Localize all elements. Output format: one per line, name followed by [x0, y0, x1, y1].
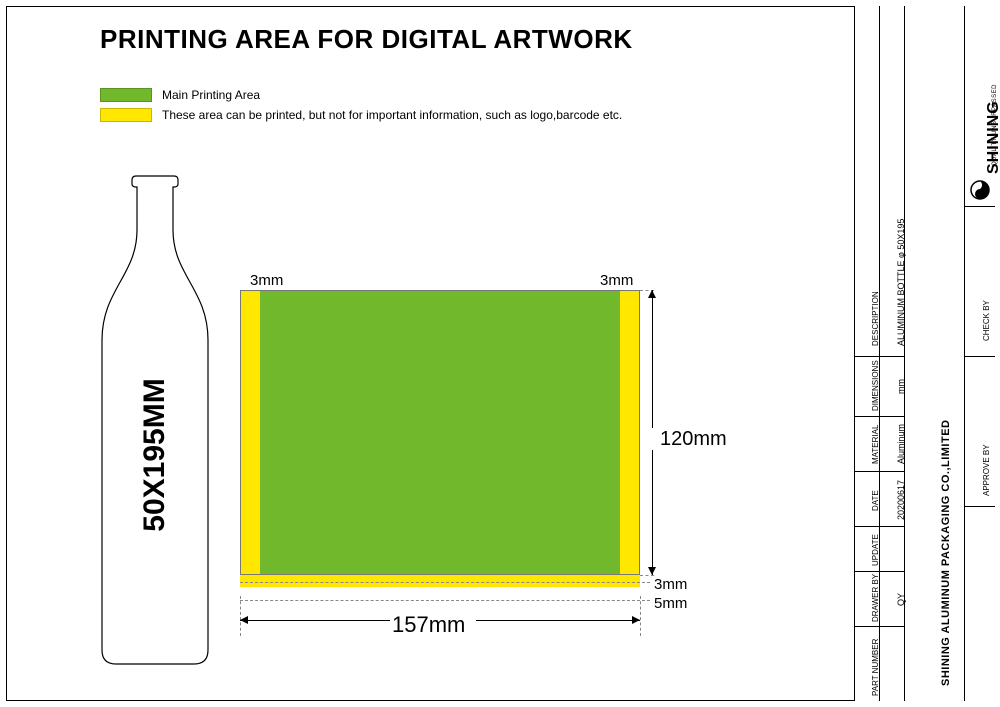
dim-120-line-bot: [652, 450, 653, 575]
ext-line-3mm: [240, 582, 650, 583]
legend-swatch-caution: [100, 108, 152, 122]
dim-157-line-r: [476, 620, 640, 621]
page-title: PRINTING AREA FOR DIGITAL ARTWORK: [100, 24, 633, 55]
tb-update-h: UPDATE: [871, 534, 880, 566]
tb-drawerby-v: QY: [896, 593, 906, 606]
tb-dimensions-v: mm: [896, 379, 906, 394]
dim-157-line-l: [240, 620, 390, 621]
ext-line-bot-r: [640, 575, 654, 576]
legend-label-main: Main Printing Area: [162, 88, 260, 102]
legend-label-caution: These area can be printed, but not for i…: [162, 108, 622, 122]
tb-drawerby-h: DRAWER BY: [871, 574, 880, 622]
dim-5mm-bottom-gap: 5mm: [654, 595, 687, 612]
tb-div-1: [855, 356, 905, 357]
dim-3mm-top-right: 3mm: [600, 272, 633, 289]
tb-company: SHINING ALUMINUM PACKAGING CO.,LIMITED: [940, 420, 952, 687]
tb-div-2: [855, 416, 905, 417]
tb-div-4: [855, 526, 905, 527]
arrow-120-up-icon: [648, 290, 656, 298]
tb-div-5: [855, 571, 905, 572]
tb-approveby-h: APPROVE BY: [982, 444, 991, 496]
tb-div-b3: [965, 506, 995, 507]
tb-div-b1: [965, 206, 995, 207]
bottle-diagram: 50X195MM: [90, 170, 220, 670]
tb-div-6: [855, 626, 905, 627]
arrow-120-down-icon: [648, 567, 656, 575]
tb-description-v: ALUMINUM BOTTLE φ 50X195: [896, 219, 906, 346]
tb-brand-sub: QUALITY UNSURPASSED: [992, 84, 998, 166]
legend-row-caution: These area can be printed, but not for i…: [100, 108, 622, 122]
tb-dimensions-h: DIMENSIONS: [871, 360, 880, 411]
dim-3mm-bottom: 3mm: [654, 576, 687, 593]
legend-swatch-main: [100, 88, 152, 102]
arrow-157-right-icon: [632, 616, 640, 624]
tb-date-h: DATE: [871, 490, 880, 511]
dim-120-line-top: [652, 290, 653, 428]
tb-div-3: [855, 471, 905, 472]
tb-div-b2: [965, 356, 995, 357]
legend: Main Printing Area These area can be pri…: [100, 88, 622, 128]
print-yellow-bottom: [240, 575, 640, 587]
ext-line-right-v: [640, 596, 641, 636]
tb-description-h: DESCRIPTION: [871, 291, 880, 346]
tb-material-v: Aluminum: [896, 424, 906, 464]
dim-3mm-top-left: 3mm: [250, 272, 283, 289]
titleblock: DESCRIPTION DIMENSIONS MATERIAL DATE UPD…: [854, 6, 994, 701]
arrow-157-left-icon: [240, 616, 248, 624]
dim-157mm-width: 157mm: [392, 612, 465, 638]
tb-date-v: 20200617: [896, 480, 906, 520]
print-area: [240, 290, 640, 595]
legend-row-main: Main Printing Area: [100, 88, 622, 102]
tb-checkby-h: CHECK BY: [982, 300, 991, 341]
tb-col-company: [905, 6, 965, 701]
print-area-border: [240, 290, 640, 575]
brand-logo-icon: [970, 180, 990, 200]
tb-partnumber-h: PART NUMBER: [871, 639, 880, 696]
dim-120mm-height: 120mm: [660, 428, 727, 451]
tb-material-h: MATERIAL: [871, 425, 880, 464]
ext-line-5mm: [240, 600, 650, 601]
bottle-size-label: 50X195MM: [138, 378, 172, 531]
